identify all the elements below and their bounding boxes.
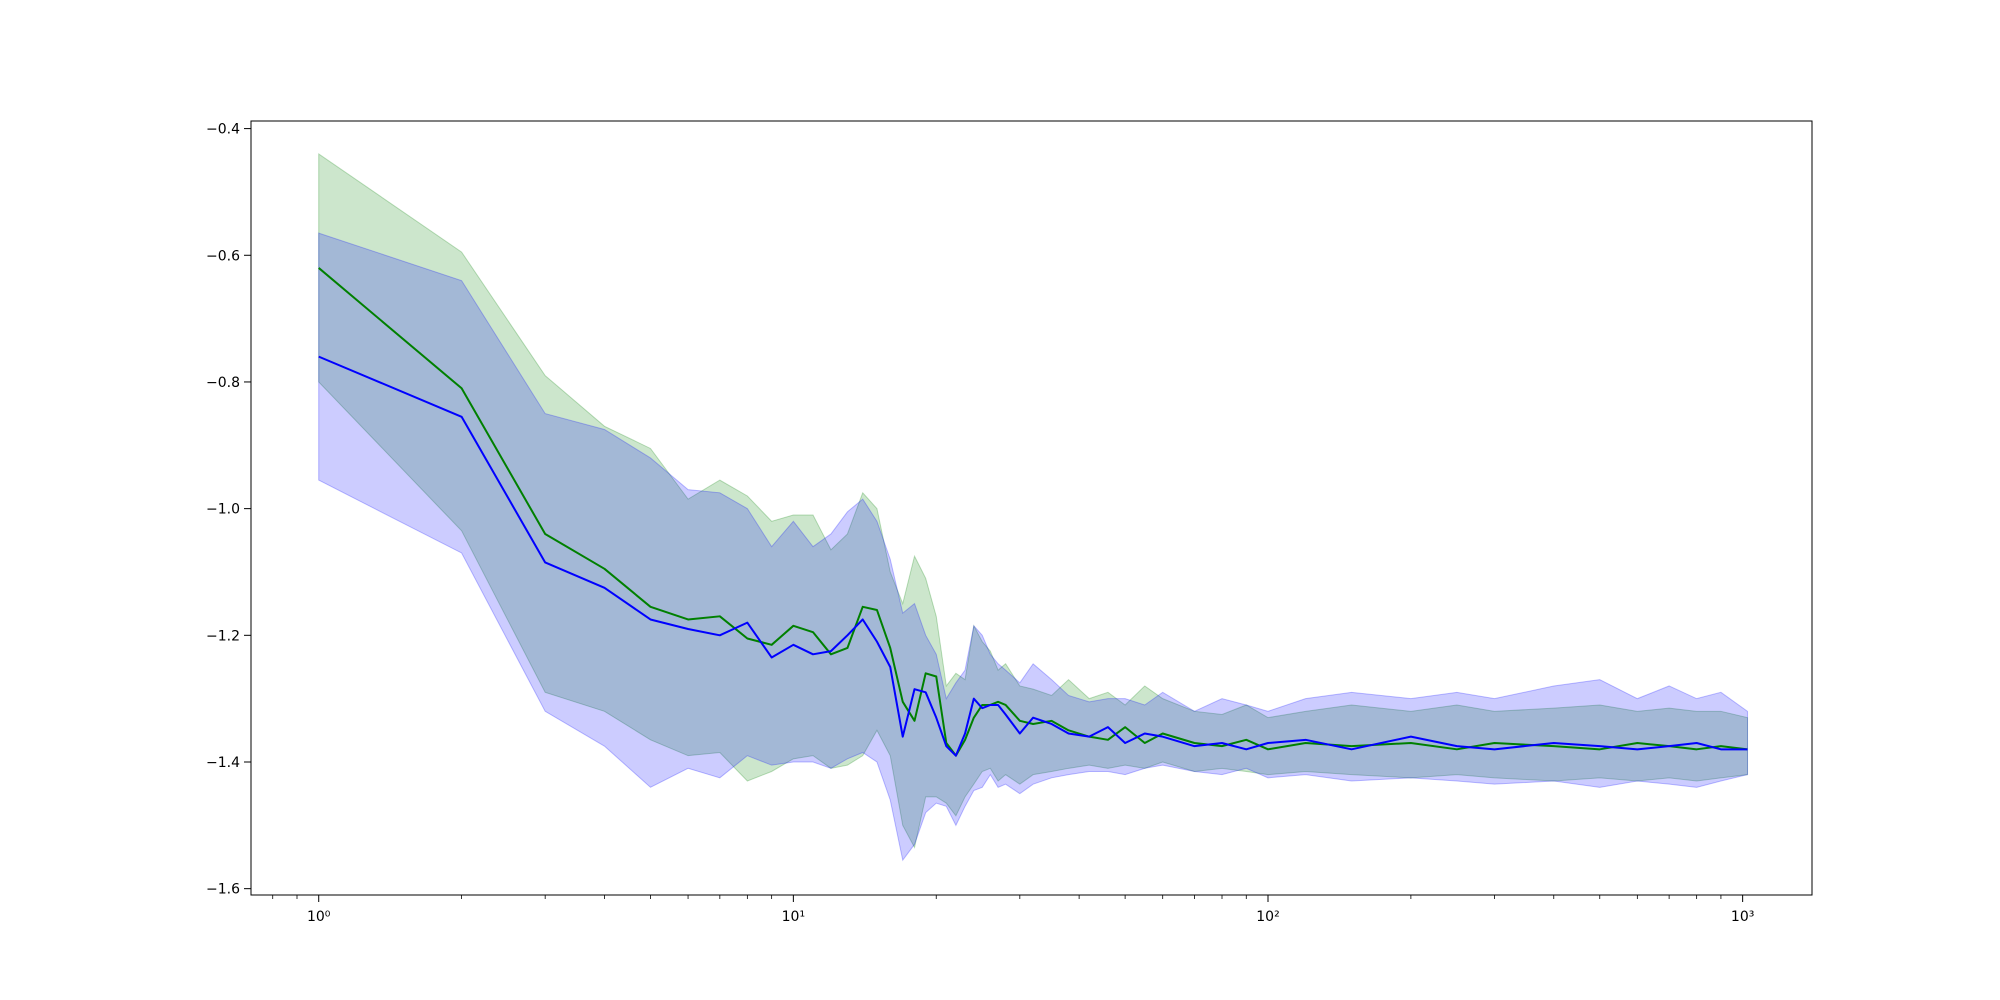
- y-tick-label: −0.6: [206, 248, 240, 264]
- series-1-band: [318, 152, 1749, 849]
- series-2-band: [318, 232, 1749, 862]
- y-tick-label: −1.6: [206, 882, 240, 898]
- x-tick-label: 10¹: [782, 909, 805, 925]
- series-2-line: [318, 355, 1748, 757]
- x-axis: 10⁰ 10¹ 10² 10³: [272, 895, 1754, 925]
- y-axis: −0.4 −0.6 −0.8 −1.0 −1.2 −1.4 −1.6: [206, 122, 251, 898]
- series-lines: [318, 267, 1748, 757]
- y-tick-label: −0.4: [206, 122, 240, 138]
- x-tick-label: 10⁰: [307, 909, 331, 925]
- series-1-line: [318, 267, 1748, 757]
- x-tick-label: 10²: [1256, 909, 1279, 925]
- confidence-bands: [318, 152, 1749, 862]
- y-tick-label: −1.0: [206, 502, 240, 518]
- y-tick-label: −1.2: [206, 628, 240, 644]
- x-tick-label: 10³: [1731, 909, 1754, 925]
- plot-frame: [250, 120, 1813, 896]
- y-tick-label: −1.4: [206, 755, 240, 771]
- y-tick-label: −0.8: [206, 375, 240, 391]
